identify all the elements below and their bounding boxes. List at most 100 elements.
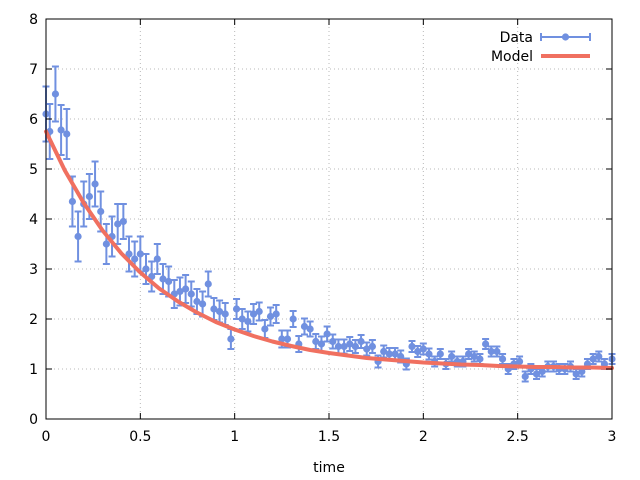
data-point xyxy=(289,315,297,323)
data-point-group xyxy=(368,339,376,354)
data-point xyxy=(498,355,507,363)
data-point-group xyxy=(425,347,433,361)
data-point xyxy=(227,335,235,343)
data-point xyxy=(385,350,393,358)
data-point-group xyxy=(532,368,541,380)
y-tick-label: 7 xyxy=(29,62,38,78)
data-point-group xyxy=(448,350,456,363)
data-point xyxy=(187,290,195,298)
data-point-group xyxy=(46,103,54,160)
data-point xyxy=(176,287,184,296)
data-point xyxy=(159,275,167,283)
data-point-group xyxy=(102,223,110,265)
legend: Data Model xyxy=(491,30,591,65)
data-point xyxy=(312,337,320,346)
data-point-group xyxy=(521,370,529,383)
data-point xyxy=(448,352,456,361)
y-tick-label: 2 xyxy=(29,312,38,328)
data-point xyxy=(85,192,93,201)
data-point-group xyxy=(306,320,314,338)
legend-label-model: Model xyxy=(491,49,533,65)
data-point-group xyxy=(363,341,371,357)
data-point-group xyxy=(272,304,280,324)
data-point xyxy=(68,197,77,206)
data-point xyxy=(329,337,337,346)
data-point xyxy=(102,240,110,248)
x-tick-label: 2.5 xyxy=(507,429,529,445)
data-point xyxy=(278,335,286,343)
data-point xyxy=(363,345,371,353)
data-point xyxy=(198,300,207,308)
data-point-group xyxy=(346,336,354,352)
model-line xyxy=(44,129,614,370)
x-axis: 0 0.5 1 1.5 2 2.5 3 xyxy=(42,19,616,445)
data-point xyxy=(487,347,495,356)
data-point xyxy=(97,207,105,216)
data-point-group xyxy=(119,203,127,240)
data-point xyxy=(204,280,212,288)
data-point-group xyxy=(170,279,178,309)
data-point-group xyxy=(589,353,597,365)
data-point-group xyxy=(131,240,139,278)
data-point xyxy=(368,342,376,351)
data-point xyxy=(272,310,280,318)
data-point xyxy=(408,342,416,351)
legend-label-data: Data xyxy=(500,30,533,46)
data-point xyxy=(515,357,524,366)
data-point-group xyxy=(204,270,212,298)
data-point xyxy=(165,277,173,286)
legend-swatch-data-point xyxy=(561,33,570,41)
data-point-group xyxy=(227,328,235,350)
data-point xyxy=(283,335,292,343)
data-point-group xyxy=(148,260,156,293)
data-point xyxy=(63,130,71,138)
y-tick-label: 4 xyxy=(29,212,38,228)
data-point-group xyxy=(187,280,195,308)
data-point xyxy=(334,342,343,351)
y-tick-label: 0 xyxy=(29,412,38,428)
data-point xyxy=(300,322,309,331)
data-point xyxy=(221,310,229,318)
data-point xyxy=(51,90,60,98)
data-point-group xyxy=(595,350,603,363)
data-point xyxy=(419,345,427,353)
data-point-group xyxy=(493,345,501,358)
data-point xyxy=(317,340,326,348)
data-point-group xyxy=(261,319,269,339)
data-point xyxy=(114,220,122,228)
x-tick-label: 2 xyxy=(419,429,428,445)
data-point-group xyxy=(63,108,71,160)
data-point-group xyxy=(465,348,473,360)
data-point xyxy=(119,217,127,226)
data-point-group xyxy=(249,303,258,325)
data-point-group xyxy=(153,243,161,275)
data-point xyxy=(210,305,218,313)
data-point xyxy=(589,355,597,363)
data-point xyxy=(481,340,490,348)
data-point xyxy=(476,355,484,363)
data-point-group xyxy=(470,350,478,363)
y-tick-label: 5 xyxy=(29,162,38,178)
data-point xyxy=(136,250,144,258)
data-point xyxy=(131,255,139,263)
data-point xyxy=(215,307,224,316)
data-point xyxy=(572,370,580,378)
data-point xyxy=(340,342,348,351)
data-point xyxy=(182,285,190,293)
data-point xyxy=(249,310,258,318)
data-point xyxy=(521,372,529,381)
data-point xyxy=(397,352,405,361)
data-point xyxy=(493,347,501,356)
data-point-group xyxy=(244,310,252,333)
data-point-group xyxy=(193,288,201,315)
y-tick-label: 1 xyxy=(29,362,38,378)
data-point-group xyxy=(329,333,337,350)
y-tick-label: 6 xyxy=(29,112,38,128)
data-point xyxy=(261,325,269,333)
data-point-group xyxy=(481,338,490,350)
x-axis-title: time xyxy=(313,460,345,476)
data-point xyxy=(380,347,388,356)
data-point-group xyxy=(165,265,173,298)
y-axis: 0 1 2 3 4 5 6 7 8 xyxy=(29,12,612,428)
data-point-group xyxy=(91,160,99,208)
